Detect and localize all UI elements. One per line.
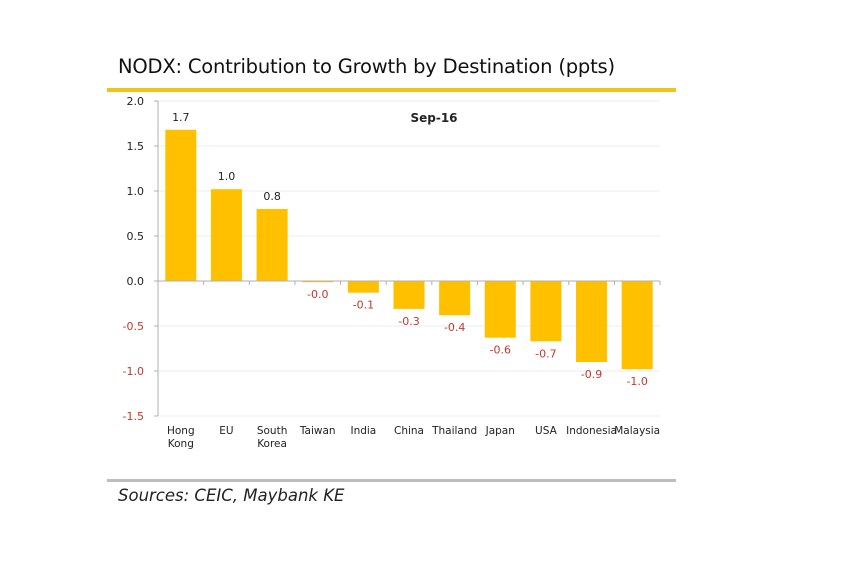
bar — [393, 281, 425, 309]
bar — [439, 281, 471, 316]
bar — [347, 281, 379, 293]
source-note: Sources: CEIC, Maybank KE — [118, 486, 345, 505]
data-label: -0.6 — [490, 344, 511, 357]
y-tick-label: -1.5 — [123, 410, 144, 423]
data-label: -0.4 — [444, 321, 465, 334]
bar — [621, 281, 653, 370]
data-label: 1.7 — [172, 111, 190, 124]
data-label: -0.7 — [535, 347, 556, 360]
bar — [484, 281, 516, 338]
x-tick-label: USA — [535, 425, 558, 437]
y-tick-label: -1.0 — [123, 365, 144, 378]
bar — [165, 129, 197, 281]
y-tick-label: 1.0 — [127, 185, 145, 198]
bar — [530, 281, 562, 342]
x-tick-label: Malaysia — [614, 425, 660, 437]
source-rule — [107, 479, 676, 482]
x-tick-labels: Hong Kong EU South Korea Taiwan India China Thai… — [167, 425, 660, 450]
x-tick-label: China — [394, 425, 424, 437]
bar — [256, 209, 288, 281]
x-tick-label: EU — [219, 425, 233, 437]
x-tick-label: Japan — [485, 425, 515, 437]
y-tick-label: 2.0 — [127, 95, 145, 108]
data-label: -0.0 — [307, 288, 328, 301]
data-label: -1.0 — [626, 375, 647, 388]
y-tick-label: -0.5 — [123, 320, 144, 333]
data-label: 0.8 — [263, 190, 281, 203]
x-tick-label: South Korea — [257, 425, 288, 450]
y-tick-label: 0.5 — [127, 230, 145, 243]
y-tick-labels: 2.0 1.5 1.0 0.5 0.0 -0.5 -1.0 -1.5 — [123, 95, 144, 423]
chart-title: NODX: Contribution to Growth by Destinat… — [118, 55, 615, 78]
data-label: -0.1 — [353, 299, 374, 312]
x-tick-label: Taiwan — [299, 425, 336, 437]
y-tick-label: 0.0 — [127, 275, 145, 288]
data-label: -0.9 — [581, 368, 602, 381]
title-rule — [107, 88, 676, 92]
bar — [210, 189, 242, 281]
bars — [165, 129, 653, 370]
x-tick-label: Thailand — [431, 425, 477, 437]
period-annotation: Sep-16 — [410, 111, 457, 125]
axes — [154, 100, 661, 417]
data-labels: 1.7 1.0 0.8 -0.0 -0.1 -0.3 -0.4 -0.6 -0.7 -0.9 -1.… — [172, 111, 648, 388]
x-tick-label: Indonesia — [566, 425, 617, 437]
y-tick-label: 1.5 — [127, 140, 145, 153]
data-label: -0.3 — [398, 315, 419, 328]
x-tick-label: Hong Kong — [167, 425, 195, 450]
data-label: 1.0 — [218, 170, 236, 183]
x-tick-label: India — [350, 425, 376, 437]
bar — [576, 281, 608, 362]
bar — [302, 281, 334, 283]
